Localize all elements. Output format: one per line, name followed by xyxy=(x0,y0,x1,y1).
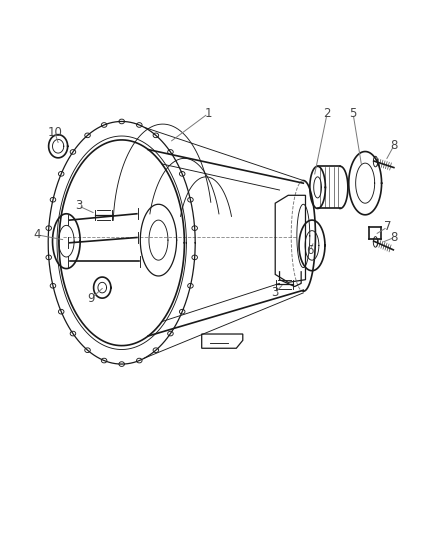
Text: 3: 3 xyxy=(75,199,82,212)
Ellipse shape xyxy=(70,150,76,154)
Ellipse shape xyxy=(137,358,142,363)
Ellipse shape xyxy=(119,362,124,366)
Text: 7: 7 xyxy=(384,221,392,233)
Ellipse shape xyxy=(137,123,142,127)
Ellipse shape xyxy=(46,226,52,230)
Ellipse shape xyxy=(50,197,56,202)
Ellipse shape xyxy=(58,309,64,314)
Text: 2: 2 xyxy=(323,107,331,120)
Ellipse shape xyxy=(153,133,159,138)
Ellipse shape xyxy=(168,331,173,336)
Ellipse shape xyxy=(101,358,107,363)
Text: 8: 8 xyxy=(390,231,398,244)
Text: 9: 9 xyxy=(88,292,95,305)
Text: 6: 6 xyxy=(306,244,314,257)
Text: 8: 8 xyxy=(390,139,398,152)
Ellipse shape xyxy=(153,348,159,352)
Ellipse shape xyxy=(187,197,193,202)
Ellipse shape xyxy=(101,123,107,127)
Ellipse shape xyxy=(180,309,185,314)
Ellipse shape xyxy=(168,150,173,154)
Ellipse shape xyxy=(119,119,124,124)
Ellipse shape xyxy=(58,172,64,176)
Ellipse shape xyxy=(50,284,56,288)
Text: 1: 1 xyxy=(205,107,212,120)
Text: 3: 3 xyxy=(272,286,279,300)
Ellipse shape xyxy=(70,331,76,336)
Ellipse shape xyxy=(46,255,52,260)
Ellipse shape xyxy=(192,255,198,260)
Text: 10: 10 xyxy=(47,125,62,139)
Ellipse shape xyxy=(85,133,90,138)
Ellipse shape xyxy=(180,172,185,176)
Ellipse shape xyxy=(187,284,193,288)
Text: 5: 5 xyxy=(350,107,357,120)
Ellipse shape xyxy=(85,348,90,352)
Text: 4: 4 xyxy=(34,228,41,241)
Ellipse shape xyxy=(192,226,198,230)
